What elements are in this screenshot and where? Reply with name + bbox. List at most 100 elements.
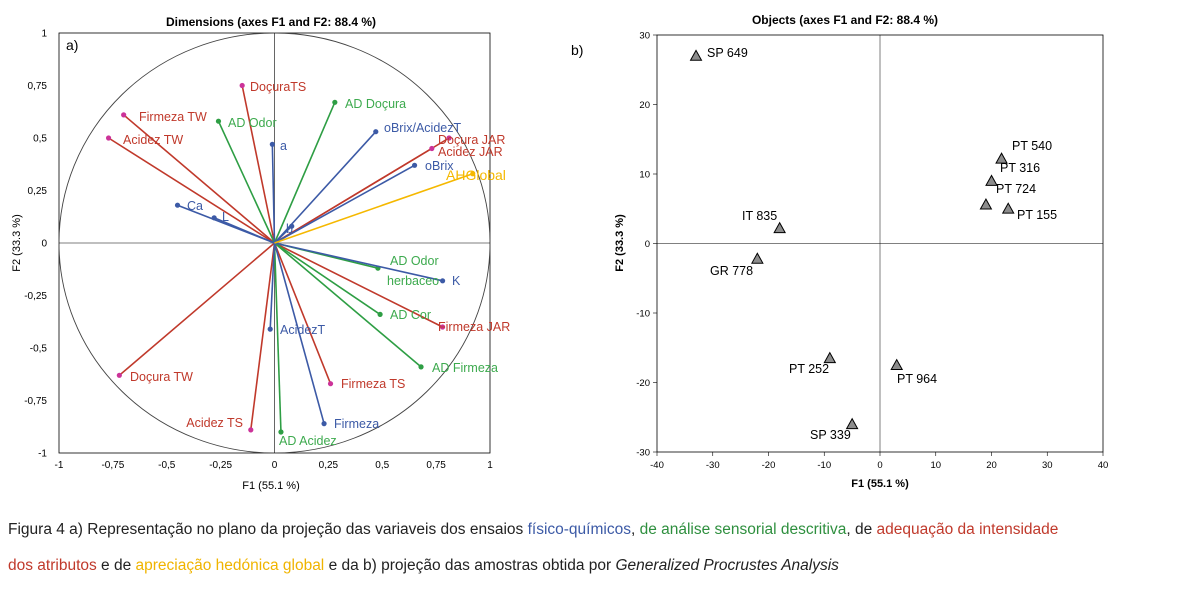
loading-point xyxy=(373,129,379,135)
loading-vector xyxy=(123,114,276,244)
vector-label: AD Cor xyxy=(390,308,431,322)
loading-point xyxy=(470,171,476,177)
x-tick-label: -10 xyxy=(817,460,831,471)
loading-vector xyxy=(118,242,276,376)
loading-point xyxy=(211,215,217,221)
sample-marker xyxy=(995,152,1008,164)
vector-label: herbaceo xyxy=(387,274,439,288)
vector-label: Firmeza TS xyxy=(341,377,405,391)
sample-label: PT 724 xyxy=(996,182,1036,196)
vector-label: Firmeza xyxy=(334,417,379,431)
vector-label: Firmeza JAR xyxy=(438,320,510,334)
sample-label: PT 964 xyxy=(897,372,937,386)
loading-point xyxy=(439,278,446,284)
x-tick-label: -1 xyxy=(55,460,64,471)
loading-vector xyxy=(273,225,293,244)
y-tick-label: -0,5 xyxy=(30,344,48,355)
loading-vector xyxy=(273,242,282,433)
vector-label: Doçura TW xyxy=(130,370,193,384)
sample-marker xyxy=(890,358,904,371)
caption-text: e da b) projeção das amostras obtida por xyxy=(324,557,616,574)
panel-b-ylabel: F2 (33.3 %) xyxy=(614,214,626,272)
panel-a-label: a) xyxy=(66,37,78,53)
loading-point xyxy=(321,421,327,427)
loading-point xyxy=(215,118,222,124)
loading-vector xyxy=(250,242,276,431)
sample-marker xyxy=(689,49,703,61)
vector-label: AHGlobal xyxy=(446,167,506,183)
loading-point xyxy=(418,364,424,370)
x-tick-label: 10 xyxy=(930,460,941,471)
loading-vector xyxy=(274,242,443,282)
loading-point xyxy=(121,112,127,118)
x-tick-label: 0 xyxy=(877,460,882,471)
caption-jar: dos atributos xyxy=(8,557,97,574)
loading-vector xyxy=(273,242,325,424)
y-tick-label: 20 xyxy=(639,100,650,111)
x-tick-label: -40 xyxy=(650,460,664,471)
sample-marker xyxy=(823,351,837,364)
loading-point xyxy=(174,202,181,208)
x-tick-label: 0,5 xyxy=(375,460,389,471)
panel-a-title: Dimensions (axes F1 and F2: 88.4 %) xyxy=(166,15,376,29)
vector-label: Acidez JAR xyxy=(438,145,503,159)
vector-label: b xyxy=(286,222,293,236)
sample-marker xyxy=(979,198,993,210)
loading-point xyxy=(269,141,275,147)
x-tick-label: -0,5 xyxy=(158,460,176,471)
vector-label: oBrix/AcidezT xyxy=(384,121,461,135)
y-tick-label: 10 xyxy=(639,170,650,181)
sample-label: GR 778 xyxy=(710,264,753,278)
loading-vector xyxy=(241,85,276,244)
y-tick-label: 0,5 xyxy=(33,134,47,145)
panel-a-ylabel: F2 (33.3 %) xyxy=(11,214,23,271)
vector-label: Doçura JAR xyxy=(438,133,505,147)
panel-a-xlabel: F1 (55.1 %) xyxy=(242,480,299,492)
x-tick-label: -0,25 xyxy=(209,460,232,471)
figure-caption-line-1: Figura 4 a) Representação no plano da pr… xyxy=(8,519,1173,541)
sample-marker xyxy=(1001,202,1015,214)
loading-vector xyxy=(273,242,332,384)
y-tick-label: 1 xyxy=(41,29,47,40)
loading-point xyxy=(332,99,338,105)
x-tick-label: -20 xyxy=(762,460,776,471)
sample-label: SP 649 xyxy=(707,46,748,60)
y-tick-label: -10 xyxy=(636,309,650,320)
sample-label: SP 339 xyxy=(810,428,851,442)
sample-marker xyxy=(751,252,764,264)
loading-vector xyxy=(274,242,443,328)
loading-point xyxy=(289,223,295,229)
y-tick-label: 0 xyxy=(645,239,650,250)
dimensions-panel: Dimensions (axes F1 and F2: 88.4 %) a) F… xyxy=(11,15,510,492)
y-tick-label: -30 xyxy=(636,448,650,459)
panel-b-xlabel: F1 (55.1 %) xyxy=(851,478,909,490)
vector-label: a xyxy=(280,139,287,153)
y-tick-label: -0,25 xyxy=(24,291,47,302)
sample-marker xyxy=(985,174,998,186)
sample-label: PT 252 xyxy=(789,362,829,376)
x-tick-label: -0,75 xyxy=(101,460,124,471)
y-tick-label: 0,75 xyxy=(28,81,48,92)
loading-point xyxy=(116,372,122,378)
loading-vector xyxy=(274,164,415,244)
loading-point xyxy=(446,135,452,141)
vector-label: Ca xyxy=(187,199,203,213)
figure-caption-line-2: dos atributos e de apreciação hedónica g… xyxy=(8,555,1173,577)
loading-vector xyxy=(108,137,275,244)
y-tick-label: -1 xyxy=(38,449,47,460)
caption-jar: adequação da intensidade xyxy=(876,521,1059,538)
y-tick-label: 30 xyxy=(639,31,650,42)
loading-vector xyxy=(274,147,433,244)
vector-label: oBrix xyxy=(425,159,454,173)
caption-physico-chemical: físico-químicos xyxy=(527,521,631,538)
vector-label: AcidezT xyxy=(280,323,326,337)
panel-b-title: Objects (axes F1 and F2: 88.4 %) xyxy=(752,13,938,27)
x-tick-label: 30 xyxy=(1042,460,1053,471)
sample-label: PT 540 xyxy=(1012,139,1052,153)
vector-label: AD Acidez xyxy=(279,434,337,448)
figure-charts: Dimensions (axes F1 and F2: 88.4 %) a) F… xyxy=(11,13,1108,492)
vector-label: L xyxy=(222,210,229,224)
caption-text: , xyxy=(630,521,640,538)
sample-marker xyxy=(773,221,786,234)
caption-method: Generalized Procrustes Analysis xyxy=(615,557,839,574)
